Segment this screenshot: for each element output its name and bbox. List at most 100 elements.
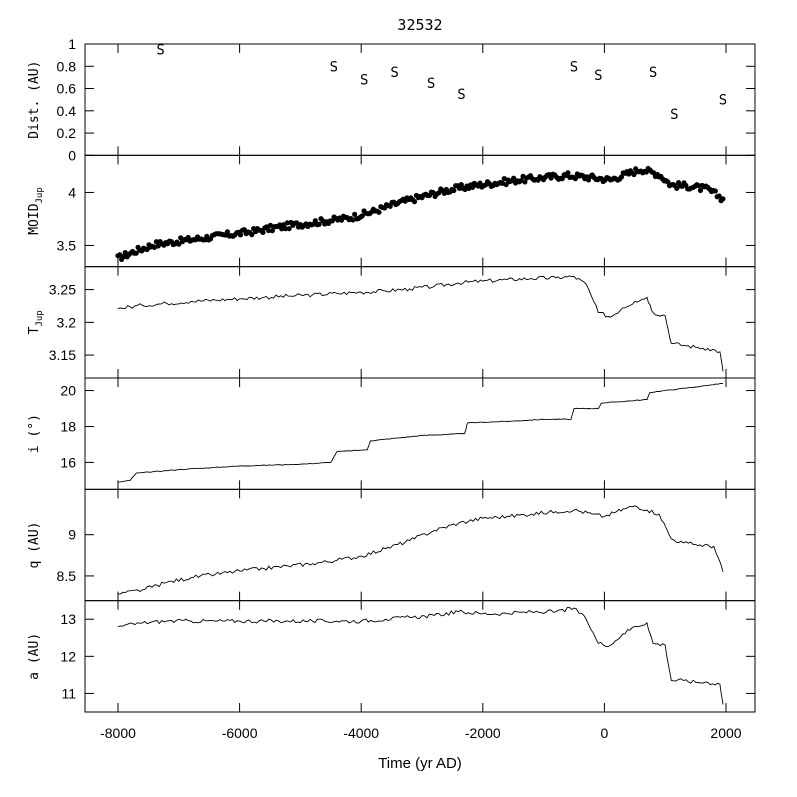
panel-moid: 3.5 4 MOIDJup: [27, 154, 756, 268]
data-point: [282, 226, 289, 232]
y-axis-label: a (AU): [27, 633, 42, 680]
data-point: [387, 203, 393, 209]
y-tick-label: 16: [60, 454, 76, 470]
data-point-s: S: [156, 43, 164, 59]
data-point: [503, 181, 509, 188]
data-point: [265, 227, 272, 234]
data-point-s: S: [457, 87, 465, 103]
panel-q: 8.5 9 q (AU): [27, 488, 756, 602]
chart-title: 32532: [397, 16, 442, 34]
series-line: [117, 382, 724, 483]
data-point: [284, 220, 290, 226]
data-point-s: S: [570, 59, 578, 75]
data-point: [286, 226, 292, 232]
y-tick-label: 11: [61, 685, 76, 701]
y-tick-label: 20: [60, 383, 76, 399]
data-point: [329, 218, 335, 224]
y-axis-label: q (AU): [27, 522, 42, 569]
data-point-s: S: [360, 73, 368, 89]
y-tick-label: 9: [68, 527, 76, 543]
data-point-s: S: [390, 65, 398, 81]
data-point: [477, 180, 483, 186]
data-point: [696, 183, 702, 189]
data-point: [469, 184, 476, 190]
data-point: [176, 241, 182, 247]
y-axis-label-subscript: Jup: [35, 187, 45, 203]
y-axis-label: Dist. (AU): [27, 61, 42, 139]
data-point-s: S: [594, 68, 602, 84]
data-point-s: S: [427, 76, 435, 92]
data-point: [559, 176, 565, 182]
y-tick-label: 3.25: [49, 282, 76, 298]
data-point: [697, 187, 704, 194]
data-point: [631, 171, 637, 178]
x-tick-label: -2000: [465, 725, 501, 741]
y-tick-label: 3.15: [49, 347, 76, 363]
x-axis-label: Time (yr AD): [378, 755, 462, 772]
data-point: [618, 174, 625, 180]
y-tick-label: 3.2: [57, 314, 77, 330]
data-point: [316, 221, 322, 227]
x-tick-label: -8000: [100, 725, 136, 741]
data-point: [522, 179, 528, 185]
y-tick-label: 18: [60, 418, 76, 434]
data-point: [511, 175, 517, 181]
data-point: [352, 211, 358, 217]
data-point: [249, 232, 255, 238]
panel-frame: [84, 488, 756, 602]
panel-frame: [84, 266, 756, 379]
data-point: [312, 218, 318, 224]
panel-frame: [84, 377, 756, 490]
data-point: [224, 229, 231, 235]
data-point: [153, 239, 159, 245]
panel-incl: 16 18 20 i (°): [27, 377, 756, 490]
series-line: [117, 505, 724, 595]
y-tick-label: 8.5: [57, 568, 77, 584]
data-point: [260, 229, 266, 236]
x-tick-label: 0: [601, 725, 609, 741]
y-tick-label: 13: [60, 611, 76, 627]
data-point: [144, 246, 150, 253]
data-point: [572, 176, 579, 182]
data-point: [359, 213, 365, 219]
y-tick-label: 12: [60, 648, 76, 664]
series-line: [117, 606, 724, 705]
y-tick-label: 0: [68, 147, 76, 163]
data-point: [133, 250, 139, 256]
x-tick-label: 2000: [710, 725, 741, 741]
y-tick-label: 0.6: [57, 81, 77, 97]
y-axis-label: MOIDJup: [27, 187, 45, 235]
data-point: [565, 170, 571, 176]
y-tick-label: 1: [68, 36, 76, 52]
series-line: [117, 275, 724, 372]
data-point: [338, 217, 345, 223]
data-point: [451, 187, 457, 194]
data-point-s: S: [649, 65, 657, 81]
y-axis-label-subscript: Jup: [35, 310, 45, 326]
data-point: [237, 232, 244, 238]
panel-frame: [84, 43, 756, 156]
data-point-s: S: [719, 93, 727, 109]
data-point: [712, 188, 718, 194]
data-point: [279, 226, 285, 232]
y-axis-label: TJup: [27, 310, 45, 334]
y-tick-label: 0.2: [57, 125, 77, 141]
x-tick-label: -6000: [222, 725, 258, 741]
data-point: [716, 193, 722, 199]
data-point: [120, 254, 127, 260]
y-tick-label: 4: [68, 184, 76, 200]
data-point: [720, 196, 726, 202]
y-tick-label: 0.4: [57, 103, 77, 119]
data-point-s: S: [330, 59, 338, 75]
y-tick-label: 0.8: [57, 58, 77, 74]
data-point: [411, 199, 418, 205]
panel-a: 11 12 13 a (AU): [27, 600, 756, 713]
data-point: [269, 228, 275, 234]
y-tick-label: 3.5: [57, 237, 77, 253]
x-tick-label: -4000: [343, 725, 379, 741]
y-axis-label: i (°): [27, 414, 42, 453]
